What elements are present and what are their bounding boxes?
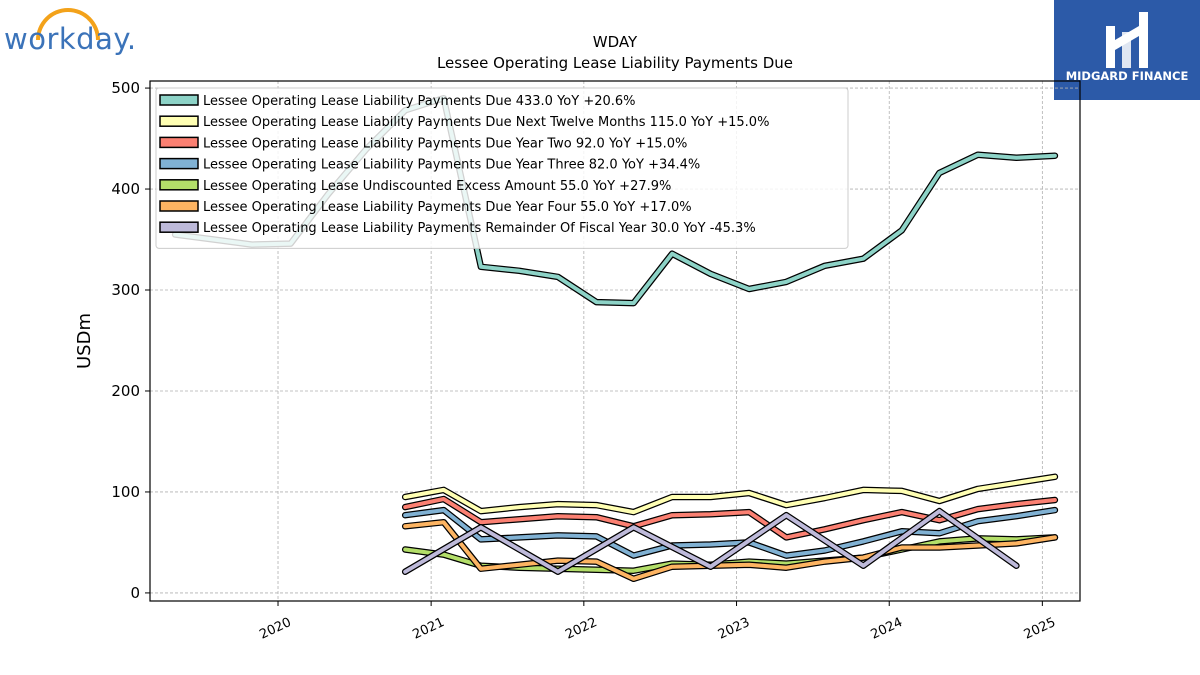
y-tick-label: 500 <box>111 79 140 97</box>
midgard-logo-text: MIDGARD FINANCE <box>1065 69 1189 83</box>
legend-label-5: Lessee Operating Lease Undiscounted Exce… <box>203 179 671 194</box>
y-axis: 0 100 200 300 400 500 <box>111 79 150 602</box>
x-tick-label: 2022 <box>563 615 599 643</box>
x-tick-label: 2023 <box>716 615 752 643</box>
legend-box <box>155 87 849 249</box>
series-line-2 <box>403 474 1057 515</box>
legend-swatch-5 <box>159 179 199 191</box>
chart-subtitle: Lessee Operating Lease Liability Payment… <box>437 54 793 72</box>
y-tick-label: 100 <box>111 483 140 501</box>
legend-label-3: Lessee Operating Lease Liability Payment… <box>203 136 687 151</box>
y-tick-label: 400 <box>111 180 140 198</box>
midgard-mark-icon <box>1106 12 1148 68</box>
series-line-4 <box>403 508 1057 558</box>
y-tick-label: 200 <box>111 382 140 400</box>
midgard-finance-logo: MIDGARD FINANCE <box>1054 0 1200 100</box>
legend: Lessee Operating Lease Liability Payment… <box>155 87 849 249</box>
x-tick-label: 2024 <box>869 615 905 643</box>
legend-label-2: Lessee Operating Lease Liability Payment… <box>203 115 769 130</box>
y-axis-label: USDm <box>74 313 95 369</box>
chart-title: WDAY <box>593 33 638 51</box>
legend-swatch-4 <box>159 157 199 170</box>
legend-swatch-6 <box>159 200 199 212</box>
workday-logo: workday. <box>4 4 136 60</box>
legend-label-6: Lessee Operating Lease Liability Payment… <box>203 200 692 215</box>
series-line-7 <box>403 509 1019 574</box>
x-tick-label: 2025 <box>1022 615 1058 643</box>
x-tick-label: 2021 <box>410 615 446 643</box>
legend-swatch-1 <box>159 94 199 106</box>
legend-label-4: Lessee Operating Lease Liability Payment… <box>203 158 700 173</box>
legend-swatch-7 <box>159 221 199 233</box>
plot-frame <box>149 80 1081 602</box>
legend-label-7: Lessee Operating Lease Liability Payment… <box>203 221 756 236</box>
x-axis: 2020 2021 2022 2023 2024 2025 <box>257 601 1058 643</box>
series-line-outline-3 <box>401 495 1059 541</box>
y-tick-label: 300 <box>111 281 140 299</box>
workday-logo-text: workday. <box>4 22 137 56</box>
legend-swatch-2 <box>159 115 199 127</box>
legend-label-1: Lessee Operating Lease Liability Payment… <box>203 94 636 109</box>
legend-swatch-3 <box>159 136 199 149</box>
y-tick-label: 0 <box>130 584 140 602</box>
series-line-6 <box>403 520 1057 581</box>
x-tick-label: 2020 <box>257 615 293 643</box>
